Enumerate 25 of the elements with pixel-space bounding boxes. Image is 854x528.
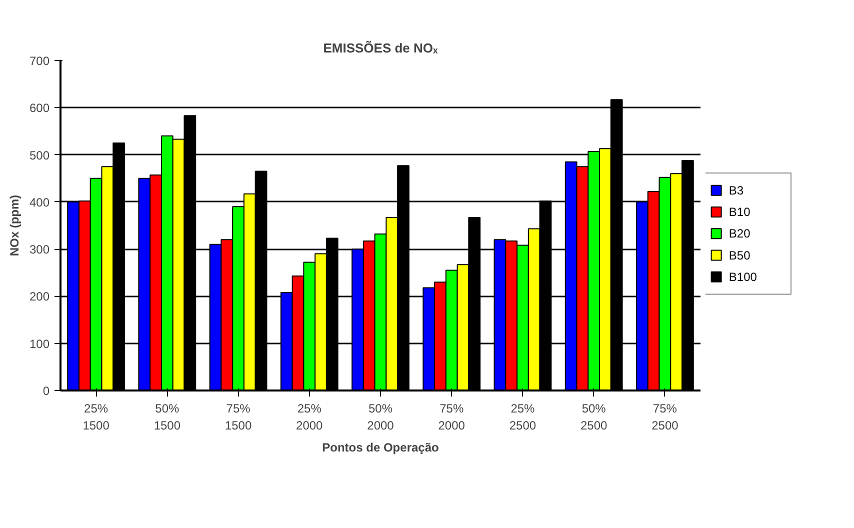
x-tick-label: 25% 1500 [82, 402, 110, 432]
y-tick-label: 500 [29, 148, 50, 162]
y-tick-label: 400 [29, 195, 50, 210]
y-tick-label: 300 [29, 242, 50, 257]
chart-title: EMISSÕES de NOₓ [323, 40, 438, 56]
legend-label: B3 [728, 183, 744, 198]
legend-label: B50 [728, 248, 751, 262]
x-tick-label: 50% 2500 [580, 402, 608, 432]
y-tick-label: 200 [29, 290, 50, 304]
x-tick-label: 75% 2500 [652, 402, 679, 432]
x-axis-title: Pontos de Operação [322, 440, 439, 454]
legend-label: B100 [728, 270, 758, 284]
y-tick-label: 0 [42, 384, 50, 398]
x-tick-label: 25% 2000 [296, 402, 324, 432]
y-tick-label: 700 [29, 54, 50, 68]
x-tick-label: 50% 1500 [154, 402, 181, 432]
legend-label: B10 [728, 205, 751, 219]
x-tick-label: 75% 2000 [438, 402, 466, 432]
y-axis-title: NOx (ppm) [7, 194, 22, 256]
legend-label: B20 [728, 226, 751, 241]
x-tick-label: 75% 1500 [224, 402, 252, 432]
x-tick-label: 25% 2500 [509, 402, 536, 432]
y-tick-label: 100 [29, 336, 50, 351]
x-tick-label: 50% 2000 [367, 402, 394, 432]
y-tick-label: 600 [29, 101, 50, 116]
